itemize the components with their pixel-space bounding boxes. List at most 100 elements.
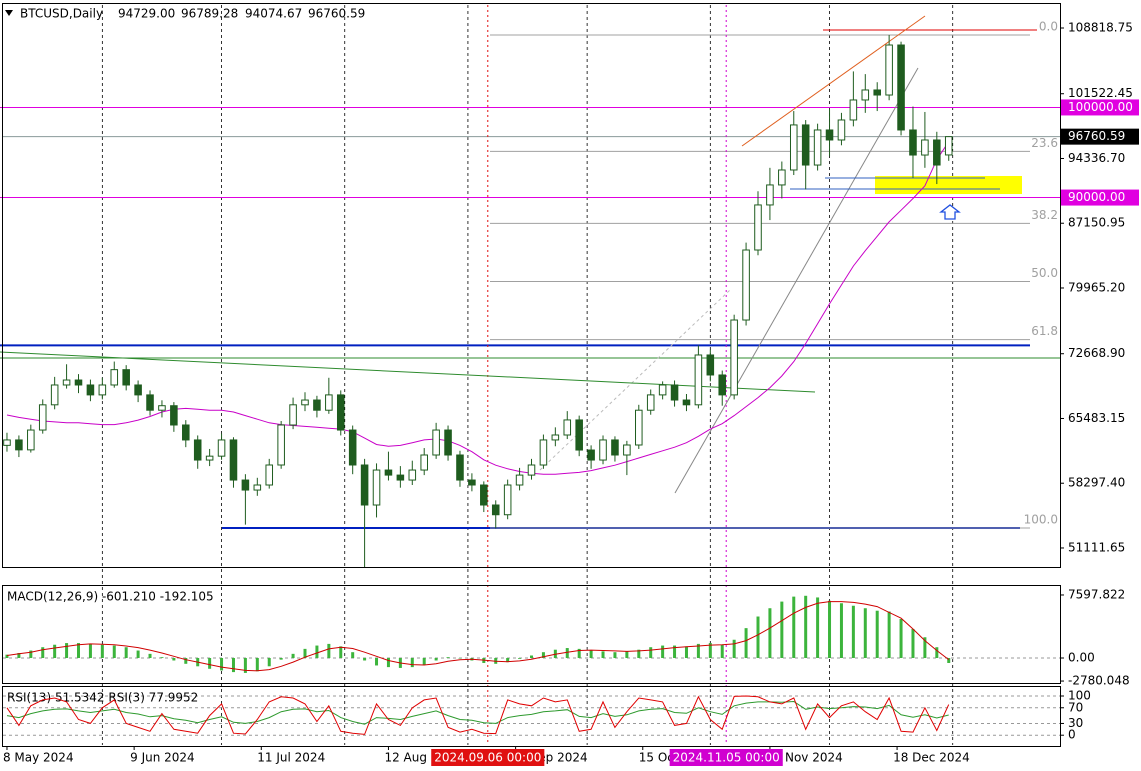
candle-body (515, 474, 524, 486)
macd-bar (124, 647, 128, 658)
candle-body (754, 204, 762, 251)
y-tick-label: 58297.40 (1068, 476, 1125, 490)
candle-body (265, 464, 274, 486)
candle-body (74, 379, 83, 386)
macd-title: MACD(12,26,9) -601.210 -192.105 (7, 590, 214, 604)
macd-bar (744, 628, 748, 658)
candle-body (110, 369, 119, 386)
candle-body (718, 374, 727, 396)
candle-body (563, 419, 572, 436)
candle-body (336, 394, 345, 431)
level-label: 100000.00 (1068, 100, 1133, 114)
candle-body (575, 419, 583, 451)
candle-body (646, 394, 655, 411)
y-tick-label: 0.00 (1068, 650, 1095, 664)
candle-body (444, 429, 452, 456)
candle-body (98, 384, 107, 396)
candle-body (217, 439, 226, 457)
macd-bar (935, 647, 939, 658)
macd-bar (148, 653, 152, 658)
macd-bar (732, 639, 736, 658)
candle-body (885, 44, 893, 96)
candle-body (944, 136, 953, 156)
macd-bar (422, 657, 426, 665)
drawing-objects (0, 15, 1022, 494)
y-tick-label: -2780.048 (1068, 674, 1130, 688)
macd-bar (267, 657, 271, 667)
macd-signal (6, 601, 950, 672)
menu-triangle[interactable] (5, 10, 13, 16)
x-tick-label: 9 Jun 2024 (130, 751, 195, 765)
macd-bar (136, 650, 140, 658)
macd-bar (589, 650, 593, 658)
macd-bar (565, 648, 569, 658)
macd-bar (243, 657, 247, 673)
candle-body (813, 129, 822, 166)
macd-bar (279, 657, 283, 660)
macd-bar (804, 595, 808, 658)
macd-bar (911, 628, 915, 658)
marker-label-box (669, 749, 783, 766)
macd-bar (673, 645, 677, 658)
candle-body (348, 429, 357, 466)
candle-body (491, 504, 500, 516)
macd-bar (661, 645, 665, 658)
candle-body (909, 129, 917, 156)
candle-body (694, 354, 703, 406)
candle-body (38, 404, 47, 431)
candle-body (778, 169, 786, 186)
marker-label: 2024.11.05 00:00 (673, 751, 780, 765)
macd-bar (17, 653, 21, 658)
symbol: BTCUSD,Daily (20, 7, 103, 21)
candle-body (253, 484, 262, 491)
y-tick-label: 65483.15 (1068, 411, 1125, 425)
candle-body (730, 319, 738, 396)
candle-body (599, 439, 607, 461)
macd-bar (255, 657, 259, 672)
y-tick-label: 70 (1068, 700, 1083, 714)
y-tick-label: 72668.90 (1068, 346, 1125, 360)
y-tick-label: 7597.822 (1068, 587, 1125, 601)
candle-body (623, 444, 631, 456)
candle-body (587, 449, 595, 461)
ohlc-low: 94074.67 (245, 7, 302, 21)
trendline (0, 351, 816, 393)
candle-body (241, 479, 250, 491)
macd-bar (947, 657, 951, 663)
macd-bar (780, 601, 784, 658)
macd-bar (386, 657, 390, 668)
macd-bar (446, 657, 450, 658)
macd-bar (875, 610, 879, 658)
level-label: 90000.00 (1068, 190, 1125, 204)
macd-bar (863, 608, 867, 658)
trendline (674, 67, 919, 494)
moving-average (6, 141, 950, 475)
candle-body (682, 399, 691, 406)
macd-bar (887, 611, 891, 658)
macd-bar (506, 657, 510, 663)
marker-label-box (431, 749, 545, 766)
macd-bar (720, 644, 724, 658)
macd-bar (458, 657, 462, 659)
ohlc-close: 96760.59 (308, 7, 365, 21)
candle-body (432, 429, 440, 456)
candle-body (277, 424, 285, 466)
candle-body (289, 404, 297, 426)
macd-bar (577, 648, 581, 658)
macd-bar (375, 657, 379, 666)
main-panel (2, 3, 1061, 568)
candle-body (480, 484, 488, 506)
level-label-box (1061, 189, 1139, 206)
x-tick-label: 16 Nov 2024 (766, 751, 843, 765)
x-tick-label: 8 May 2024 (3, 751, 74, 765)
macd-bar (792, 596, 796, 658)
candle-body (134, 384, 142, 396)
rsi-panel (2, 686, 1061, 747)
candle-body (873, 89, 881, 96)
macd-bar (29, 650, 33, 658)
marker-label: 2024.09.06 00:00 (434, 751, 541, 765)
last-price-box (1061, 128, 1139, 145)
macd-bar (339, 646, 343, 658)
